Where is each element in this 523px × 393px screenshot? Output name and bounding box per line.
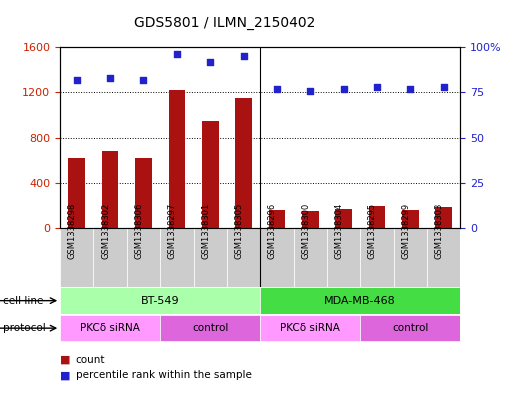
Text: GSM1338301: GSM1338301: [201, 203, 210, 259]
Text: GSM1338304: GSM1338304: [335, 203, 344, 259]
Bar: [202, 121, 219, 228]
Point: [373, 84, 381, 90]
Bar: [327, 228, 360, 287]
Bar: [60, 228, 94, 287]
Bar: [194, 228, 227, 287]
Text: percentile rank within the sample: percentile rank within the sample: [76, 370, 252, 380]
Text: GSM1338306: GSM1338306: [134, 203, 143, 259]
Text: GSM1338296: GSM1338296: [268, 203, 277, 259]
Bar: [360, 228, 393, 287]
Point: [439, 84, 448, 90]
Bar: [402, 210, 418, 228]
Text: cell line: cell line: [3, 296, 43, 306]
Bar: [235, 98, 252, 228]
Bar: [69, 158, 85, 228]
Bar: [60, 315, 160, 342]
Bar: [268, 210, 285, 228]
Text: ■: ■: [60, 354, 71, 365]
Text: GSM1338299: GSM1338299: [401, 203, 410, 259]
Text: PKCδ siRNA: PKCδ siRNA: [80, 323, 140, 333]
Bar: [168, 90, 185, 228]
Text: control: control: [192, 323, 229, 333]
Bar: [360, 315, 460, 342]
Bar: [160, 228, 194, 287]
Bar: [302, 211, 319, 228]
Point: [339, 86, 348, 92]
Bar: [293, 228, 327, 287]
Point: [272, 86, 281, 92]
Text: GSM1338297: GSM1338297: [168, 203, 177, 259]
Bar: [335, 209, 352, 228]
Bar: [435, 207, 452, 228]
Bar: [394, 228, 427, 287]
Text: PKCδ siRNA: PKCδ siRNA: [280, 323, 340, 333]
Text: GSM1338302: GSM1338302: [101, 203, 110, 259]
Bar: [127, 228, 160, 287]
Bar: [260, 287, 460, 314]
Bar: [260, 228, 293, 287]
Bar: [260, 315, 360, 342]
Text: MDA-MB-468: MDA-MB-468: [324, 296, 396, 306]
Point: [139, 77, 147, 83]
Text: GDS5801 / ILMN_2150402: GDS5801 / ILMN_2150402: [134, 16, 315, 30]
Point: [173, 51, 181, 57]
Bar: [94, 228, 127, 287]
Point: [106, 75, 115, 81]
Text: GSM1338303: GSM1338303: [435, 203, 444, 259]
Text: GSM1338298: GSM1338298: [68, 203, 77, 259]
Bar: [427, 228, 460, 287]
Text: GSM1338300: GSM1338300: [301, 203, 310, 259]
Point: [306, 87, 314, 94]
Text: count: count: [76, 354, 105, 365]
Text: GSM1338295: GSM1338295: [368, 203, 377, 259]
Bar: [227, 228, 260, 287]
Bar: [369, 206, 385, 228]
Text: protocol: protocol: [3, 323, 46, 333]
Point: [240, 53, 248, 59]
Bar: [160, 315, 260, 342]
Bar: [102, 151, 119, 228]
Point: [206, 59, 214, 65]
Text: control: control: [392, 323, 428, 333]
Text: GSM1338305: GSM1338305: [234, 203, 244, 259]
Text: BT-549: BT-549: [141, 296, 179, 306]
Point: [73, 77, 81, 83]
Text: ■: ■: [60, 370, 71, 380]
Bar: [135, 158, 152, 228]
Point: [406, 86, 414, 92]
Bar: [60, 287, 260, 314]
